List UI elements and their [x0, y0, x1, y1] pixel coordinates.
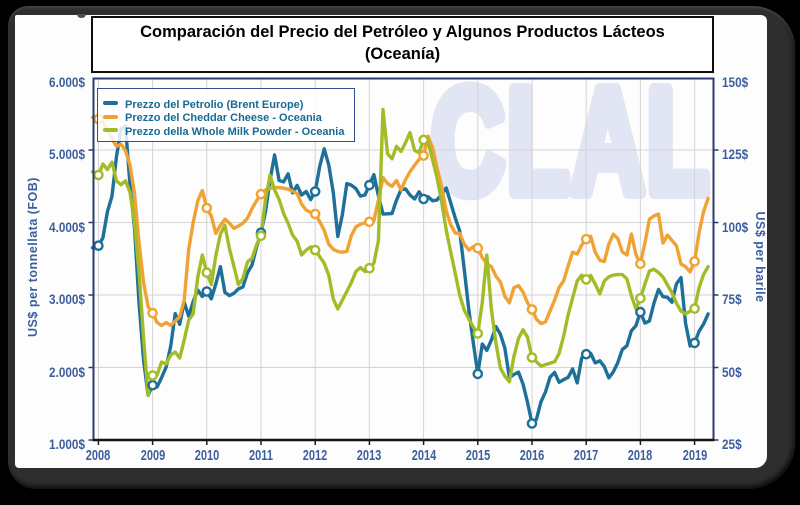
svg-text:CLAL: CLAL	[431, 58, 711, 224]
